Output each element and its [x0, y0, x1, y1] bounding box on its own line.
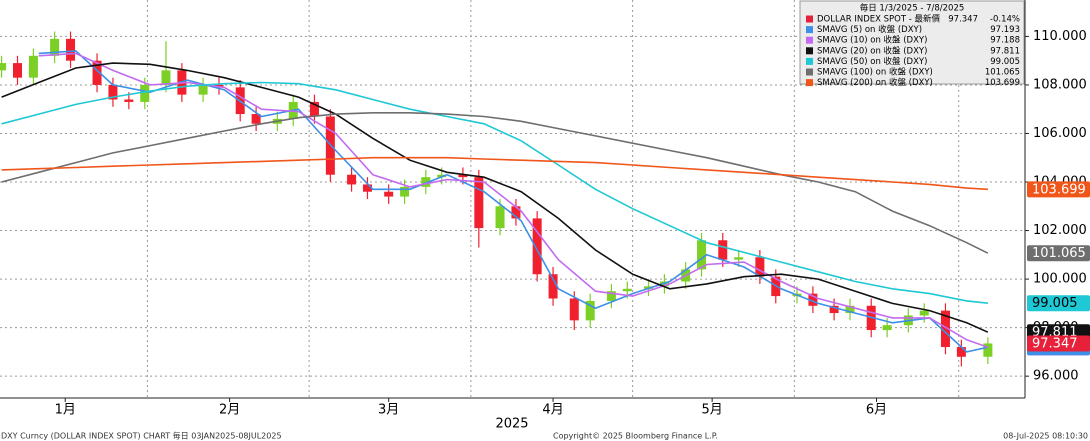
legend-value: 103.699: [985, 78, 1020, 88]
candle-body: [108, 84, 118, 100]
legend-swatch: [806, 68, 813, 76]
candle-body: [606, 291, 616, 301]
legend-swatch: [806, 36, 813, 44]
value-tags: 103.699101.06599.00597.81197.18897.19397…: [1027, 181, 1090, 356]
candle-body: [882, 325, 892, 331]
legend-label: SMAVG (5) on 收盤 (DXY): [817, 24, 922, 35]
legend-label: SMAVG (200) on 收盤 (DXY): [817, 77, 933, 88]
candle-body: [956, 347, 966, 357]
candle-body: [755, 257, 765, 277]
x-tick-label: 2月: [219, 403, 240, 418]
candle-body: [808, 293, 818, 306]
footer-center: Copyright© 2025 Bloomberg Finance L.P.: [553, 432, 718, 441]
y-tick-label: 108.000: [1033, 77, 1087, 92]
legend-box: [799, 0, 1025, 85]
legend-swatch: [806, 26, 813, 34]
x-tick-label: 3月: [378, 403, 399, 418]
candle-body: [919, 310, 929, 316]
candle-body: [309, 101, 319, 117]
candle-body: [983, 343, 993, 357]
ma-line: [1, 81, 988, 304]
legend-value: 97.347: [948, 15, 978, 25]
legend-label: SMAVG (100) on 收盤 (DXY): [817, 67, 933, 78]
candle-body: [362, 184, 372, 192]
x-tick-label: 6月: [866, 403, 887, 418]
y-tick-label: 110.000: [1033, 29, 1087, 44]
footer-left: DXY Curncy (DOLLAR INDEX SPOT) CHART 毎日 …: [1, 431, 282, 441]
legend-value: 97.188: [990, 36, 1020, 46]
x-tick-label: 1月: [55, 403, 76, 418]
candle-body: [50, 38, 60, 56]
candle-body: [12, 63, 22, 78]
candle-body: [458, 174, 468, 178]
candle-body: [347, 174, 357, 185]
y-tick-label: 96.000: [1033, 369, 1079, 384]
candle-body: [474, 177, 484, 229]
candle-body: [161, 70, 171, 85]
legend-value: 99.005: [990, 57, 1020, 67]
value-tag-label: 97.347: [1032, 336, 1078, 351]
candle-body: [140, 84, 150, 102]
legend-value: 97.811: [990, 46, 1020, 56]
legend-value: 101.065: [985, 68, 1020, 78]
y-tick-label: 100.000: [1033, 272, 1087, 287]
candle-body: [66, 38, 76, 61]
candle-body: [532, 218, 542, 275]
candle-body: [421, 177, 431, 187]
legend-swatch: [806, 15, 813, 23]
candle-body: [845, 305, 855, 314]
x-tick-label: 5月: [702, 403, 723, 418]
candle-body: [251, 114, 261, 124]
value-tag-label: 101.065: [1032, 246, 1086, 261]
legend-title: 毎日 1/3/2025 - 7/8/2025: [860, 3, 965, 14]
legend-label: SMAVG (20) on 收盤 (DXY): [817, 45, 927, 56]
candle-body: [734, 257, 744, 260]
candle-body: [0, 63, 7, 71]
legend-value: 97.193: [990, 25, 1020, 35]
candle-body: [829, 305, 839, 314]
candle-body: [569, 298, 579, 321]
legend-label: SMAVG (10) on 收盤 (DXY): [817, 35, 927, 46]
ma-line: [1, 62, 989, 333]
candle-body: [495, 206, 505, 229]
legend: 毎日 1/3/2025 - 7/8/2025 DOLLAR INDEX SPOT…: [799, 0, 1025, 88]
candle-body: [384, 191, 394, 197]
candle-body: [718, 240, 728, 260]
value-tag: [1027, 181, 1090, 198]
candle-body: [697, 240, 707, 270]
value-tag-label: 99.005: [1032, 296, 1078, 311]
marks: [0, 31, 993, 367]
candle-body: [511, 206, 521, 219]
footer-right: 08-Jul-2025 08:10:30: [1003, 432, 1088, 441]
candle-body: [124, 99, 134, 102]
y-tick-label: 106.000: [1033, 126, 1087, 141]
value-tag: [1027, 295, 1090, 312]
legend-swatch: [806, 47, 813, 55]
value-tag: [1027, 245, 1090, 262]
y-tick-label: 102.000: [1033, 223, 1087, 238]
candle-body: [92, 60, 102, 85]
candle-body: [622, 288, 632, 292]
legend-swatch: [806, 57, 813, 65]
value-tag-label: 103.699: [1032, 182, 1086, 197]
candle-body: [400, 186, 410, 197]
legend-label: DOLLAR INDEX SPOT - 最新價: [817, 14, 941, 25]
ma-line: [1, 156, 988, 191]
x-tick-label: 4月: [542, 403, 563, 418]
legend-label: SMAVG (50) on 收盤 (DXY): [817, 56, 927, 67]
candle-body: [940, 310, 950, 348]
value-tag: [1027, 335, 1090, 352]
ma-line: [1, 112, 989, 254]
candle-body: [548, 274, 558, 299]
candle-body: [198, 84, 208, 95]
candle-body: [28, 55, 38, 78]
legend-swatch: [806, 79, 813, 87]
ma-line: [38, 52, 989, 349]
legend-change: -0.14%: [990, 15, 1020, 25]
x-axis-label: 2025: [495, 417, 528, 432]
candle-body: [585, 300, 595, 321]
